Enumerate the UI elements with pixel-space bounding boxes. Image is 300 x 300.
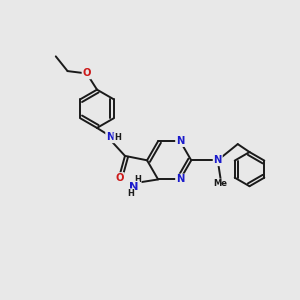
Text: O: O — [116, 173, 124, 183]
Text: H: H — [134, 175, 141, 184]
Text: O: O — [82, 68, 91, 78]
Text: N: N — [130, 182, 139, 192]
Text: N: N — [176, 174, 184, 184]
Text: N: N — [106, 132, 114, 142]
Text: Me: Me — [214, 179, 228, 188]
Text: N: N — [176, 136, 184, 146]
Text: H: H — [128, 189, 134, 198]
Text: N: N — [214, 155, 222, 165]
Text: H: H — [114, 133, 121, 142]
